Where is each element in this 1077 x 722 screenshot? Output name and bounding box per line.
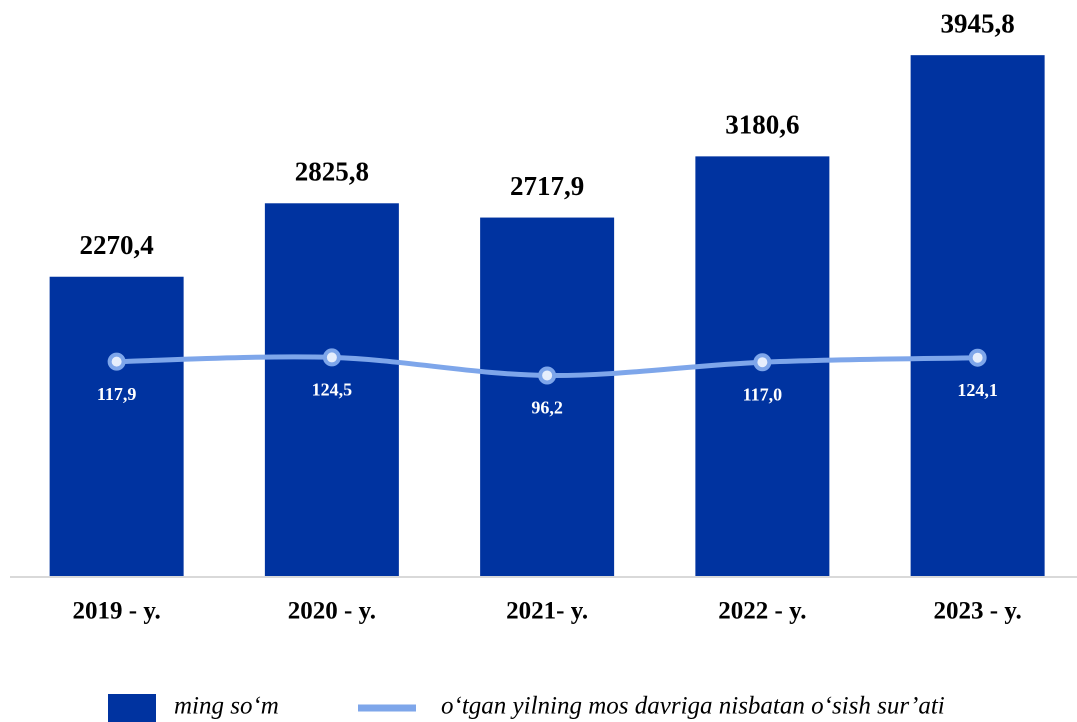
bar-value-label: 2717,9 xyxy=(510,171,584,201)
line-value-label: 124,1 xyxy=(957,380,998,400)
line-marker xyxy=(968,348,987,367)
bar-value-label: 3180,6 xyxy=(725,110,799,140)
line-value-label: 96,2 xyxy=(531,398,563,418)
line-value-label: 117,0 xyxy=(743,384,783,404)
legend-swatch xyxy=(108,694,156,722)
legend-label: o‘tgan yilning mos davriga nisbatan o‘si… xyxy=(441,693,945,720)
line-marker xyxy=(322,348,341,367)
bar xyxy=(49,276,184,577)
bar xyxy=(910,55,1045,577)
bar-value-label: 2270,4 xyxy=(80,230,154,260)
x-tick-label: 2020 - y. xyxy=(288,598,376,625)
bar-value-label: 2825,8 xyxy=(295,156,369,186)
bar xyxy=(480,217,615,577)
line-value-label: 117,9 xyxy=(97,384,137,404)
legend-label: ming so‘m xyxy=(174,693,279,720)
x-tick-label: 2023 - y. xyxy=(934,598,1022,625)
line-marker xyxy=(107,352,126,371)
line-value-label: 124,5 xyxy=(312,380,353,400)
line-marker xyxy=(753,353,772,372)
bar-value-label: 3945,8 xyxy=(941,8,1015,38)
x-tick-label: 2022 - y. xyxy=(718,598,806,625)
x-tick-label: 2021- y. xyxy=(506,598,588,625)
bar xyxy=(264,203,399,577)
line-marker xyxy=(538,366,557,385)
x-tick-label: 2019 - y. xyxy=(73,598,161,625)
